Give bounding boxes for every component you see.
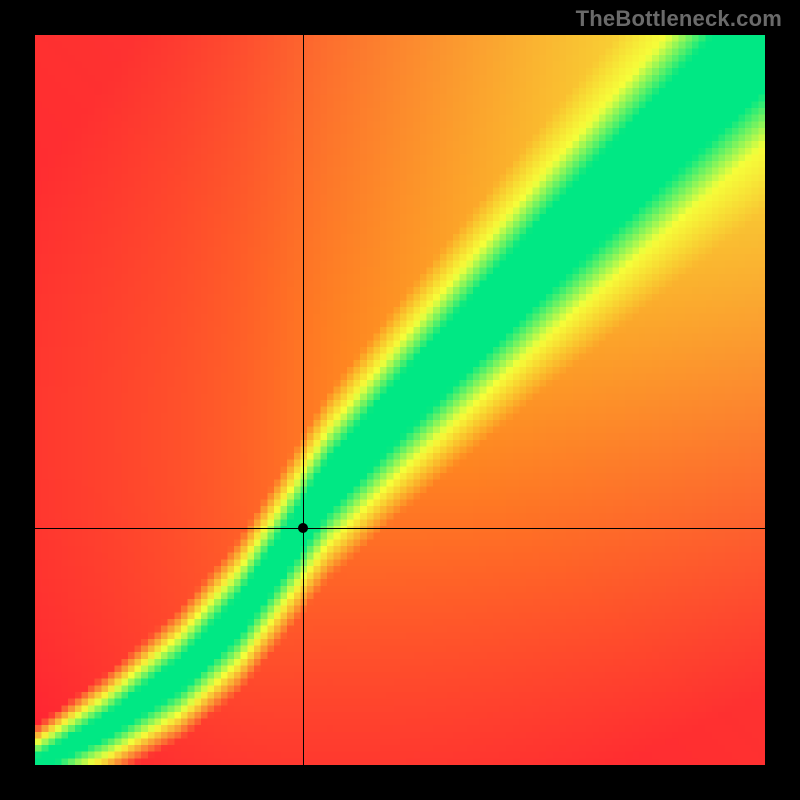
- crosshair-dot: [298, 523, 308, 533]
- crosshair-horizontal: [35, 528, 765, 529]
- crosshair-vertical: [303, 35, 304, 765]
- attribution-text: TheBottleneck.com: [576, 6, 782, 32]
- bottleneck-heatmap: [35, 35, 765, 765]
- heatmap-canvas: [35, 35, 765, 765]
